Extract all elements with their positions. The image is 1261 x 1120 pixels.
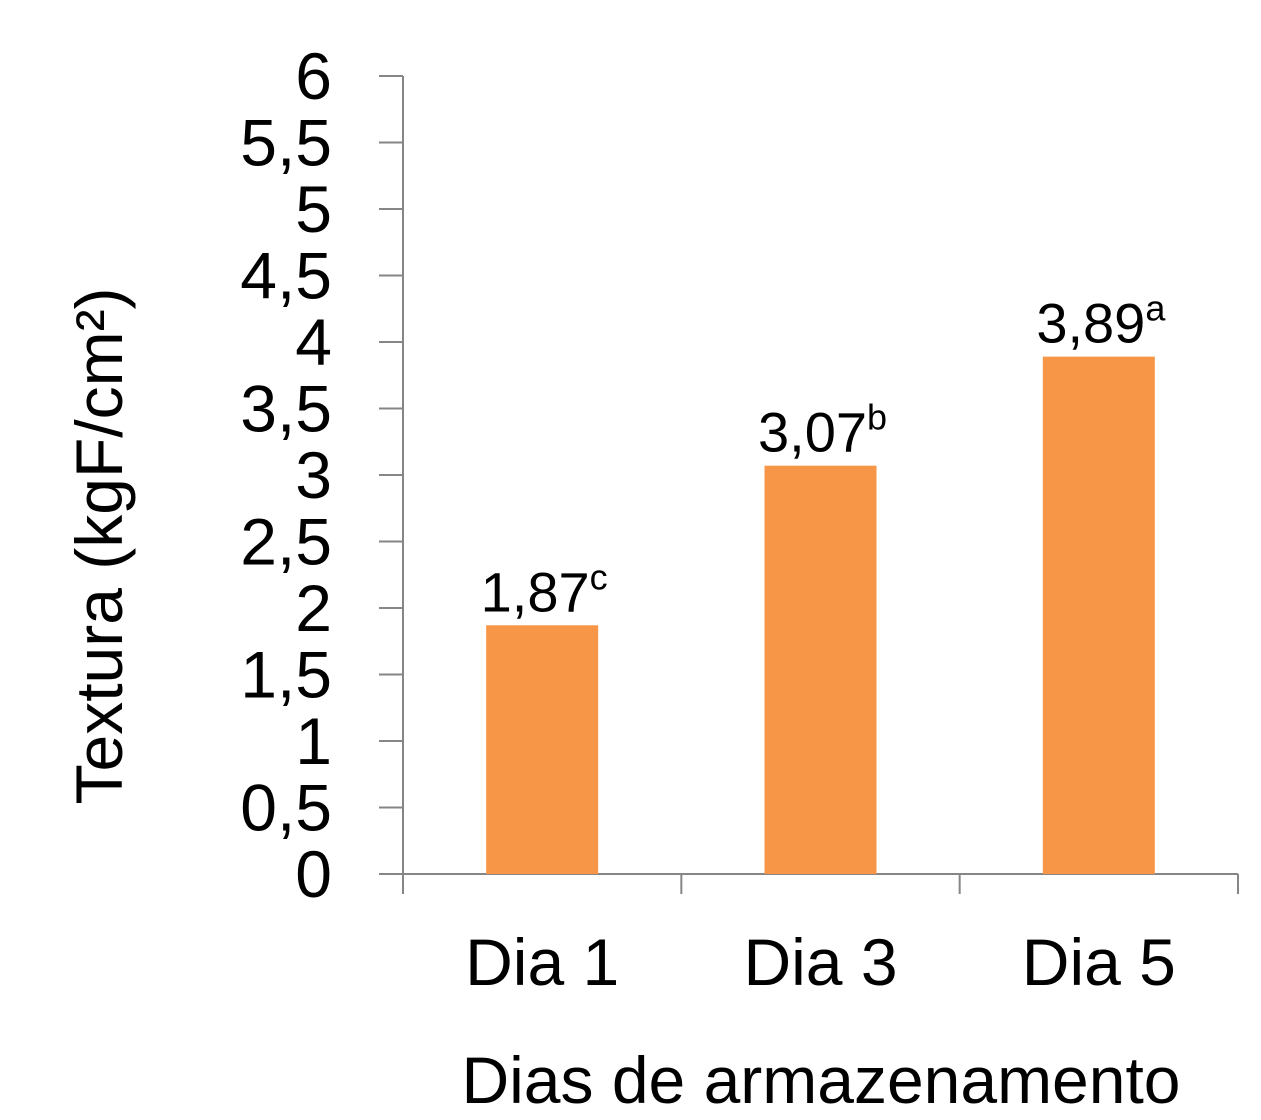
bars — [486, 356, 1155, 874]
data-label: 1,87c — [481, 556, 608, 623]
y-tick-label: 2,5 — [240, 505, 332, 579]
y-tick-label: 0,5 — [240, 771, 332, 845]
data-label-superscript: a — [1145, 288, 1166, 329]
bar-dia-3 — [764, 465, 877, 874]
y-tick-label: 5,5 — [240, 106, 332, 180]
data-label-value: 3,89 — [1036, 292, 1145, 355]
y-tick-label: 4 — [295, 305, 332, 379]
y-axis-title: Textura (kgF/cm²) — [62, 287, 136, 804]
y-tick-label: 1 — [295, 704, 332, 778]
y-tick-label: 3 — [295, 438, 332, 512]
y-tick-label: 0 — [295, 837, 332, 911]
data-label-value: 3,07 — [758, 401, 867, 464]
data-label-superscript: c — [590, 556, 608, 597]
y-tick-label: 4,5 — [240, 239, 332, 313]
data-label: 3,07b — [758, 397, 887, 464]
data-label-superscript: b — [867, 397, 887, 438]
labels: 00,511,522,533,544,555,56 Dia 1 1,87c Dia 3… — [240, 39, 1176, 999]
x-tick-label: Dia 3 — [743, 925, 897, 999]
x-tick-label: Dia 5 — [1022, 925, 1176, 999]
y-tick-label: 1,5 — [240, 638, 332, 712]
bar-dia-1 — [486, 625, 599, 874]
data-label-value: 1,87 — [481, 560, 590, 623]
data-label: 3,89a — [1036, 288, 1166, 355]
x-tick-label: Dia 1 — [465, 925, 619, 999]
y-tick-label: 5 — [295, 172, 332, 246]
y-tick-label: 6 — [295, 39, 332, 113]
bar-dia-5 — [1042, 356, 1155, 874]
y-tick-label: 3,5 — [240, 372, 332, 446]
x-axis-title: Dias de armazenamento — [461, 1043, 1180, 1115]
y-tick-label: 2 — [295, 571, 332, 645]
